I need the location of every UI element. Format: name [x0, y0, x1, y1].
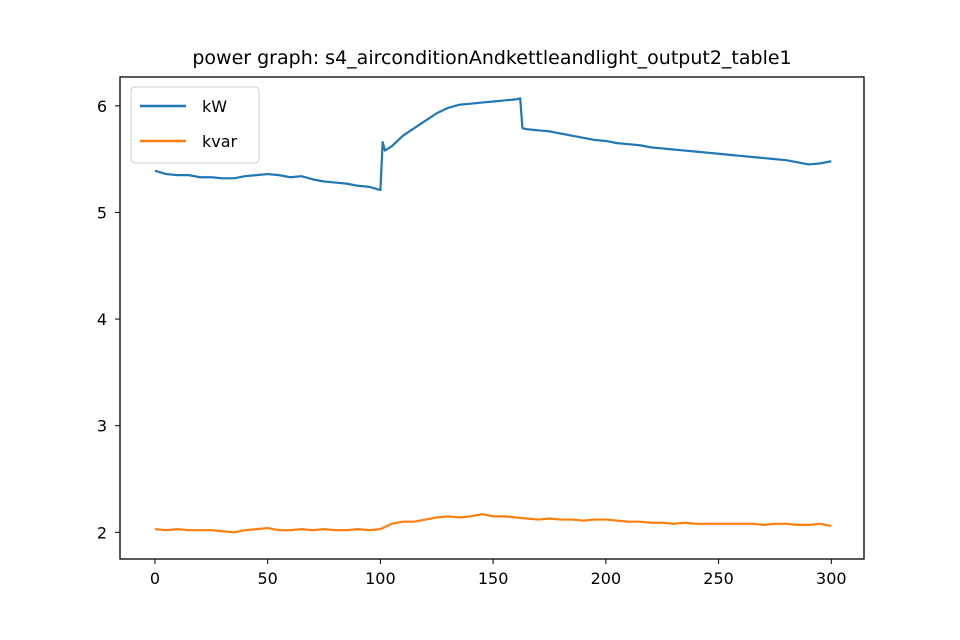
y-axis-ticks: 2 3 4 5 6	[97, 97, 120, 542]
x-tick-label: 0	[150, 569, 160, 588]
series-line-0	[154, 97, 832, 192]
y-tick-label: 3	[97, 417, 107, 436]
legend-box	[130, 86, 260, 164]
y-tick-label: 4	[97, 310, 107, 329]
plot-frame	[119, 76, 865, 560]
x-tick-label: 150	[478, 569, 509, 588]
y-tick-label: 5	[97, 203, 107, 222]
series-layer	[154, 97, 832, 534]
x-tick-label: 100	[365, 569, 396, 588]
x-tick-label: 300	[816, 569, 847, 588]
y-tick-label: 6	[97, 97, 107, 116]
y-tick-label: 2	[97, 523, 107, 542]
x-tick-label: 50	[257, 569, 277, 588]
x-tick-label: 200	[591, 569, 622, 588]
x-axis-ticks: 0 50 100 150 200 250 300	[150, 559, 847, 588]
legend-label-kw: kW	[202, 97, 227, 116]
chart-title: power graph: s4_airconditionAndkettleand…	[192, 47, 791, 69]
x-tick-label: 250	[703, 569, 734, 588]
series-line-1	[154, 513, 832, 534]
legend-label-kvar: kvar	[202, 132, 238, 151]
legend: kW kvar	[130, 86, 260, 164]
